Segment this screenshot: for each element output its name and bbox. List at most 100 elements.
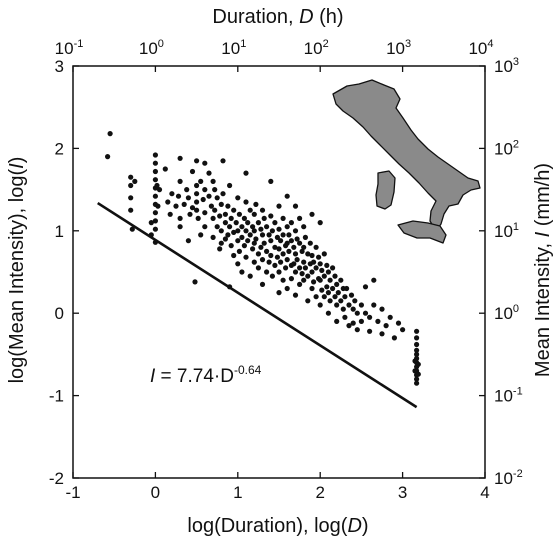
data-point (189, 205, 196, 211)
data-point (195, 215, 201, 221)
data-point (152, 226, 158, 232)
data-point (173, 203, 179, 209)
y-tick-label: 2 (55, 139, 64, 158)
data-point (375, 318, 381, 324)
data-point (284, 285, 290, 292)
data-point (292, 292, 299, 298)
data-point (218, 201, 224, 207)
data-point (210, 234, 216, 240)
data-point (185, 238, 191, 244)
x-tick-label: -1 (65, 483, 80, 502)
data-point (231, 229, 237, 235)
data-point (132, 178, 138, 184)
plot-frame (72, 65, 486, 479)
data-point (367, 328, 373, 334)
data-point (371, 302, 377, 308)
data-point (268, 238, 274, 244)
data-point (128, 174, 134, 180)
data-point (358, 318, 364, 324)
data-point (283, 265, 289, 271)
data-point (259, 281, 266, 287)
data-point (206, 170, 212, 176)
data-point (311, 259, 317, 265)
data-point (294, 257, 300, 263)
data-point (194, 191, 200, 197)
data-point (371, 277, 377, 283)
sardinia-shape (375, 170, 396, 210)
data-point (228, 215, 234, 221)
y2-tick-label: 10-1 (494, 386, 523, 406)
data-point (194, 207, 200, 213)
data-point (321, 251, 327, 257)
data-point (235, 238, 241, 244)
data-point (280, 215, 286, 221)
data-point (280, 232, 286, 238)
data-point (276, 269, 282, 275)
data-point (255, 251, 261, 257)
data-point (202, 224, 208, 230)
data-point (107, 131, 113, 137)
data-point (297, 281, 303, 287)
y-axis-title: log(Mean Intensity), log(I) (6, 157, 28, 384)
data-point (214, 224, 220, 230)
data-point (288, 220, 294, 226)
data-point (181, 201, 187, 207)
data-point (259, 232, 266, 238)
x-axis-title: log(Duration), log(D) (187, 515, 368, 537)
data-point (325, 310, 331, 316)
data-point (325, 290, 331, 296)
data-point (319, 287, 325, 293)
data-point (128, 207, 134, 213)
data-point (236, 248, 242, 254)
data-point (264, 269, 270, 275)
data-point (309, 211, 315, 217)
data-point (280, 277, 286, 283)
data-point (272, 262, 278, 268)
data-point (415, 371, 421, 377)
data-point (272, 220, 278, 226)
data-point (148, 220, 154, 226)
data-point (154, 182, 160, 189)
data-point (414, 351, 420, 357)
data-point (243, 254, 249, 260)
data-point (294, 236, 300, 242)
x2-tick-label: 100 (139, 38, 164, 58)
data-point (354, 327, 360, 333)
data-point (247, 273, 253, 279)
data-point (239, 224, 245, 230)
x-tick-label: 1 (233, 483, 242, 502)
data-point (316, 254, 322, 260)
data-point (243, 228, 249, 234)
data-point (268, 252, 274, 259)
data-point (313, 244, 319, 250)
data-point (231, 252, 237, 259)
data-point (324, 284, 330, 290)
data-point (284, 240, 290, 246)
data-point (288, 276, 294, 282)
y-tick-label: 3 (55, 57, 64, 76)
data-point (313, 294, 319, 300)
data-point (327, 298, 333, 304)
data-point (276, 203, 282, 209)
data-point (414, 341, 420, 348)
data-point (210, 215, 216, 221)
data-point (305, 273, 311, 279)
data-point (344, 285, 350, 292)
data-point (415, 361, 421, 367)
data-point (231, 207, 237, 213)
data-point (391, 335, 397, 341)
data-point (128, 195, 134, 201)
data-point (218, 228, 224, 234)
data-point (251, 259, 257, 265)
data-point (222, 211, 228, 217)
data-point (286, 248, 292, 254)
data-point (379, 306, 385, 312)
italy-map (332, 79, 481, 244)
data-point (177, 215, 183, 221)
data-point (269, 228, 275, 234)
data-point (169, 191, 175, 197)
data-point (105, 154, 111, 160)
plot-frame-layer (72, 65, 486, 479)
data-point (309, 252, 315, 259)
